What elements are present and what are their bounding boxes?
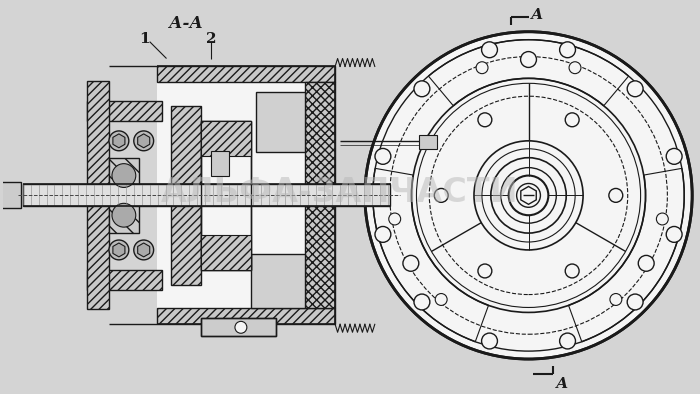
Bar bbox=[201, 121, 251, 156]
Circle shape bbox=[403, 255, 419, 271]
Circle shape bbox=[375, 227, 391, 242]
Bar bbox=[157, 67, 335, 324]
Circle shape bbox=[666, 227, 682, 242]
Bar bbox=[88, 270, 162, 290]
Text: 2: 2 bbox=[206, 32, 216, 46]
Circle shape bbox=[134, 240, 153, 260]
Bar bbox=[0, 182, 21, 208]
Bar bbox=[251, 254, 305, 309]
Text: АЛЬФА-ЗАПЧАСТИ: АЛЬФА-ЗАПЧАСТИ bbox=[161, 176, 519, 209]
Circle shape bbox=[638, 255, 654, 271]
Circle shape bbox=[112, 164, 136, 188]
Bar bbox=[201, 318, 276, 336]
Circle shape bbox=[414, 81, 430, 97]
Bar bbox=[305, 82, 335, 309]
Circle shape bbox=[235, 322, 247, 333]
Circle shape bbox=[109, 131, 129, 151]
Bar bbox=[109, 203, 139, 233]
Circle shape bbox=[109, 240, 129, 260]
Text: А: А bbox=[531, 8, 543, 22]
Circle shape bbox=[627, 81, 643, 97]
Circle shape bbox=[609, 188, 623, 203]
Circle shape bbox=[559, 333, 575, 349]
Circle shape bbox=[610, 294, 622, 305]
Bar bbox=[201, 235, 251, 270]
Circle shape bbox=[482, 42, 498, 58]
Text: А-А: А-А bbox=[169, 15, 203, 32]
Circle shape bbox=[476, 62, 488, 74]
Circle shape bbox=[565, 264, 579, 278]
Circle shape bbox=[565, 113, 579, 127]
Bar bbox=[88, 81, 109, 309]
Circle shape bbox=[482, 333, 498, 349]
Bar bbox=[157, 309, 335, 324]
Bar bbox=[211, 151, 229, 176]
Circle shape bbox=[657, 213, 668, 225]
Circle shape bbox=[666, 149, 682, 164]
Circle shape bbox=[435, 294, 447, 305]
Circle shape bbox=[414, 294, 430, 310]
Circle shape bbox=[375, 149, 391, 164]
Bar bbox=[256, 92, 305, 152]
Bar bbox=[157, 67, 335, 82]
Circle shape bbox=[134, 131, 153, 151]
Polygon shape bbox=[138, 134, 150, 148]
Circle shape bbox=[478, 113, 492, 127]
Text: А: А bbox=[556, 377, 568, 391]
Circle shape bbox=[112, 203, 136, 227]
Bar bbox=[419, 135, 438, 149]
Circle shape bbox=[521, 52, 536, 67]
Circle shape bbox=[569, 62, 581, 74]
Bar bbox=[109, 158, 139, 188]
Polygon shape bbox=[113, 134, 125, 148]
Circle shape bbox=[627, 294, 643, 310]
Circle shape bbox=[559, 42, 575, 58]
Text: 1: 1 bbox=[139, 32, 150, 46]
Polygon shape bbox=[113, 243, 125, 257]
Bar bbox=[201, 318, 276, 336]
Circle shape bbox=[478, 264, 492, 278]
Circle shape bbox=[389, 213, 400, 225]
Bar bbox=[172, 106, 201, 284]
Bar bbox=[88, 101, 162, 121]
Bar bbox=[201, 121, 251, 270]
Polygon shape bbox=[138, 243, 150, 257]
Bar bbox=[22, 184, 390, 206]
Circle shape bbox=[434, 188, 448, 203]
Circle shape bbox=[365, 32, 692, 359]
